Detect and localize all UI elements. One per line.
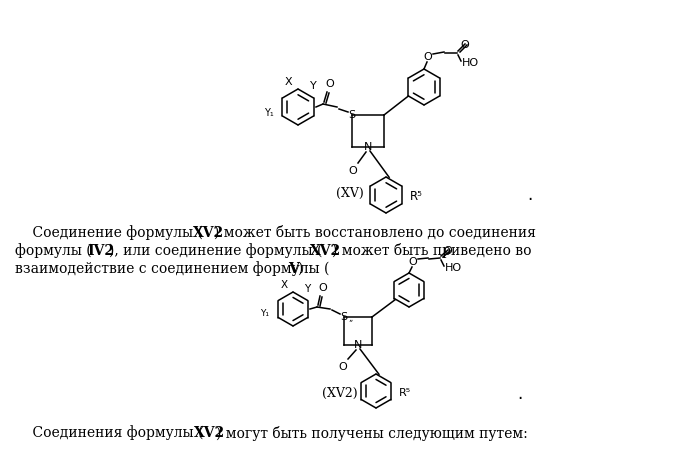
Text: Соединение формулы (: Соединение формулы ( (15, 225, 203, 241)
Text: O: O (319, 283, 327, 293)
Text: Y: Y (310, 81, 316, 91)
Text: Y₁: Y₁ (261, 309, 270, 319)
Text: XV2: XV2 (193, 226, 224, 240)
Text: ): ) (297, 262, 303, 276)
Text: формулы (: формулы ( (15, 243, 92, 259)
Text: N: N (354, 340, 362, 350)
Text: ), или соединение формулы (: ), или соединение формулы ( (109, 243, 322, 259)
Text: ,,: ,, (348, 313, 354, 323)
Text: O: O (409, 257, 417, 267)
Text: HO: HO (462, 58, 479, 68)
Text: S: S (340, 312, 347, 322)
Text: (XV): (XV) (336, 187, 364, 200)
Text: O: O (461, 40, 469, 50)
Text: XV2: XV2 (310, 244, 341, 258)
Text: ) может быть приведено во: ) может быть приведено во (332, 243, 531, 259)
Text: X: X (280, 279, 288, 290)
Text: (XV2): (XV2) (322, 386, 358, 400)
Text: IV2: IV2 (87, 244, 114, 258)
Text: Соединения формулы (: Соединения формулы ( (15, 426, 203, 440)
Text: R⁵: R⁵ (410, 190, 423, 203)
Text: O: O (424, 52, 433, 62)
Text: O: O (444, 246, 452, 256)
Text: Y: Y (304, 284, 310, 294)
Text: O: O (326, 79, 334, 89)
Text: O: O (349, 166, 357, 176)
Text: XV2: XV2 (194, 426, 225, 440)
Text: V: V (288, 262, 298, 276)
Text: R⁵: R⁵ (399, 388, 411, 398)
Text: S: S (348, 110, 356, 120)
Text: взаимодействие с соединением формулы (: взаимодействие с соединением формулы ( (15, 261, 329, 277)
Text: HO: HO (445, 263, 462, 273)
Text: ) могут быть получены следующим путем:: ) могут быть получены следующим путем: (216, 426, 528, 441)
Text: Y₁: Y₁ (264, 108, 274, 118)
Text: .: . (527, 186, 533, 204)
Text: ) может быть восстановлено до соединения: ) может быть восстановлено до соединения (214, 226, 536, 240)
Text: X: X (285, 77, 293, 87)
Text: O: O (338, 362, 347, 372)
Text: N: N (363, 142, 372, 152)
Text: .: . (517, 385, 523, 403)
